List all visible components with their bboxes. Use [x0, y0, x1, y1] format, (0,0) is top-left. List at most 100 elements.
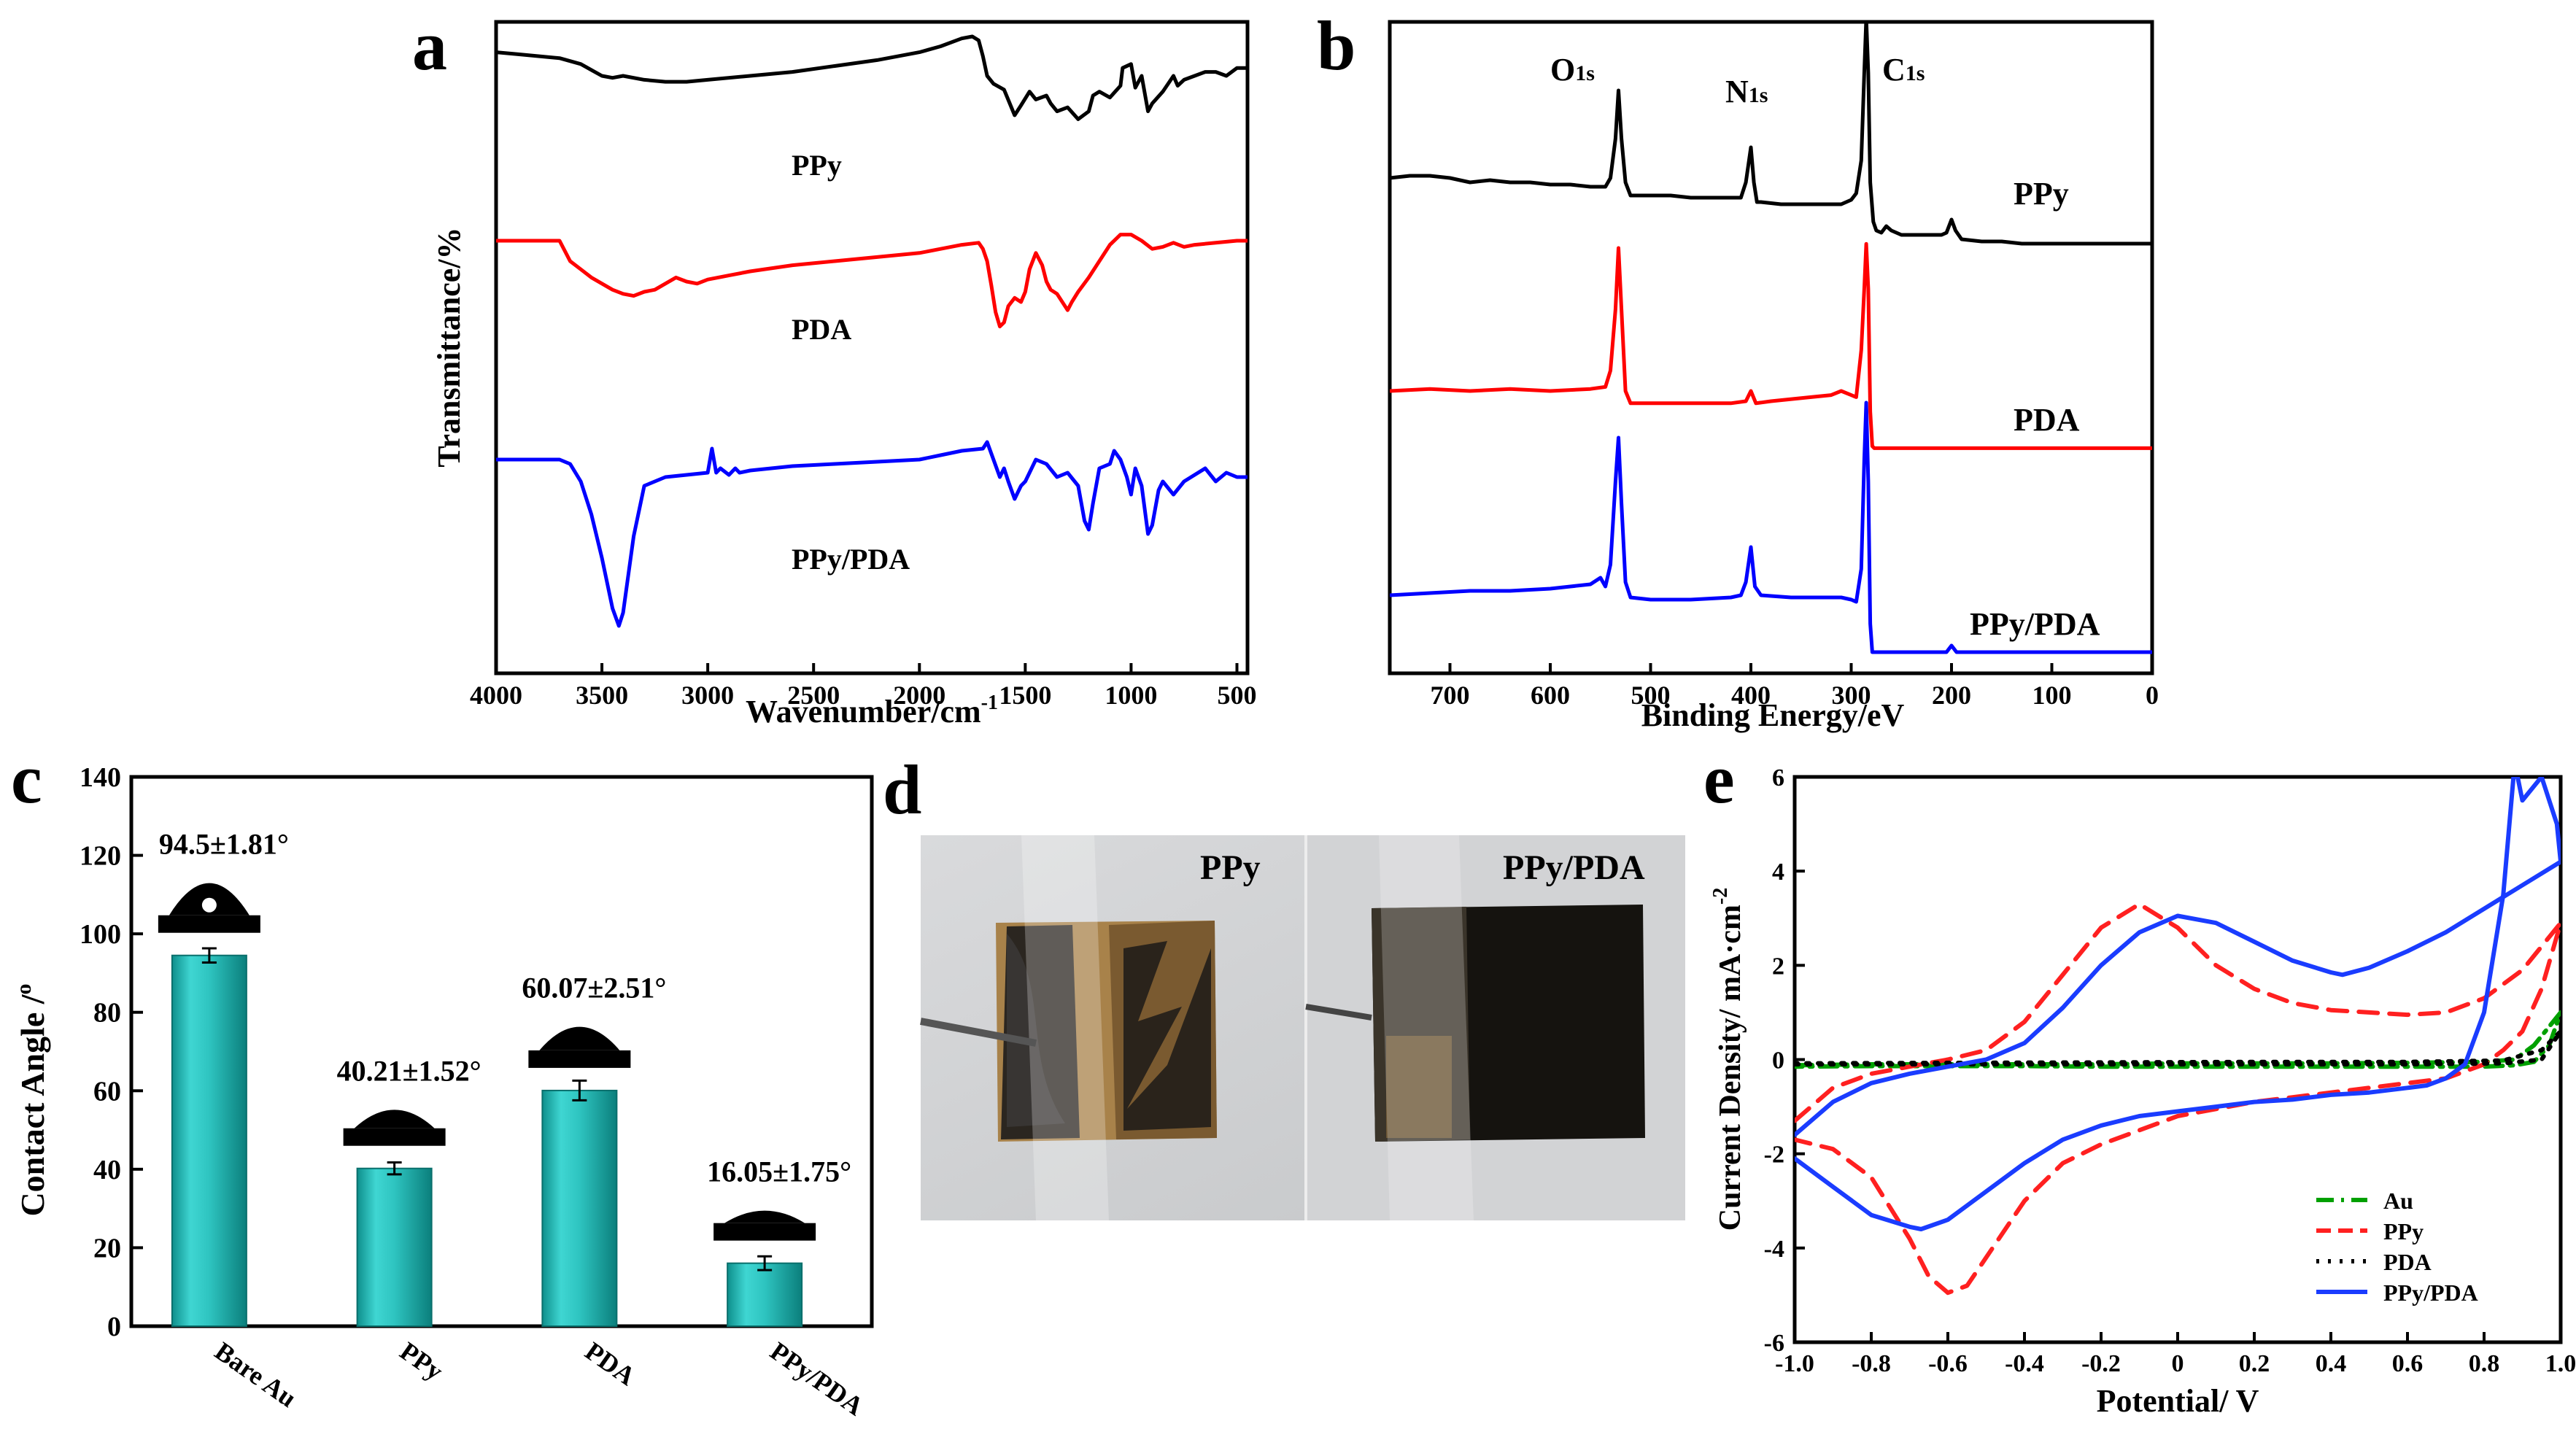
x-tick-label-2500: 2500	[787, 681, 840, 710]
peak-label-c1s: C1s	[1882, 52, 1925, 88]
series-label-ppy: PPy	[792, 149, 842, 182]
x-tick-label-3500: 3500	[576, 681, 628, 710]
x-tick-label--0.6: -0.6	[1928, 1350, 1968, 1377]
category-label-ppy: PPy	[395, 1336, 449, 1386]
legend-label-ppy: PPy	[2383, 1218, 2424, 1244]
droplet-highlight-bare-au	[201, 897, 217, 913]
droplet-substrate-ppy-pda	[713, 1223, 816, 1241]
bar-ppy-pda	[727, 1262, 803, 1328]
data-label-pda: 60.07±2.51°	[522, 972, 666, 1004]
x-tick-label--0.8: -0.8	[1852, 1350, 1891, 1377]
panel-e-legend: Au PPy PDA PPy/PDA	[2316, 1188, 2478, 1306]
panel-a: a 4000 3500 3000 2500 2000 1500 1000 500 PPy PD…	[412, 7, 1256, 729]
series-line-pda	[496, 233, 1248, 329]
panel-a-x-axis-title: Wavenumber/cm-1	[746, 692, 998, 729]
category-label-pda: PDA	[580, 1336, 641, 1391]
y-tick-label-2: 2	[1772, 953, 1784, 980]
peak-label-o1s: O1s	[1550, 52, 1595, 88]
x-tick-label-600: 600	[1531, 681, 1570, 710]
panel-e-y-axis-title-sup: -2	[1709, 888, 1732, 905]
series-line-ppy	[496, 34, 1248, 121]
peak-label-o1s-sub: 1s	[1575, 61, 1595, 85]
x-tick-label-500: 500	[1217, 681, 1256, 710]
peak-label-n1s: N1s	[1725, 74, 1768, 109]
x-tick-label--0.2: -0.2	[2081, 1350, 2121, 1377]
y-tick-label--2: -2	[1764, 1142, 1784, 1169]
series-line-ppy-pda	[496, 440, 1248, 628]
panel-d: d PPy PPy/PDA	[883, 751, 1685, 1220]
cv-line-au	[1795, 1010, 2561, 1069]
panel-c-frame	[129, 775, 874, 1328]
panel-e-frame	[1792, 775, 2563, 1344]
panel-e-letter: e	[1703, 740, 1735, 818]
panel-a-x-axis-title-sup: -1	[981, 692, 998, 714]
x-tick-label-0.6: 0.6	[2392, 1350, 2424, 1377]
photo-label-ppy: PPy	[1200, 848, 1261, 887]
panel-a-y-axis-title: Transmittance/%	[431, 227, 467, 467]
y-tick-label--6: -6	[1764, 1330, 1784, 1357]
x-tick-label--1.0: -1.0	[1775, 1350, 1814, 1377]
x-tick-label-700: 700	[1431, 681, 1470, 710]
legend-label-au: Au	[2383, 1188, 2413, 1214]
x-tick-label-3000: 3000	[681, 681, 734, 710]
panel-e-x-axis-title: Potential/ V	[2097, 1383, 2259, 1419]
y-tick-label-6: 6	[1772, 764, 1784, 791]
y-tick-label-0: 0	[107, 1312, 121, 1342]
y-tick-label-20: 20	[93, 1233, 121, 1263]
droplet-substrate-ppy	[343, 1128, 446, 1146]
series-line-ppy-pda-xps	[1390, 400, 2152, 654]
panel-b-frame	[1388, 20, 2154, 675]
legend-label-pda: PDA	[2383, 1249, 2432, 1275]
y-tick-label-80: 80	[93, 998, 121, 1029]
legend-label-ppy-pda: PPy/PDA	[2383, 1279, 2478, 1306]
x-tick-label-4000: 4000	[470, 681, 522, 710]
bar-bare-au	[171, 954, 247, 1327]
panel-c-y-axis-title: Contact Angle /o	[12, 983, 51, 1216]
panel-e-y-axis-title-main: Current Density/ mA·cm	[1714, 905, 1747, 1231]
series-line-ppy-xps	[1390, 22, 2152, 246]
x-tick-label-300: 300	[1832, 681, 1871, 710]
panel-a-frame	[494, 20, 1250, 675]
x-tick-label-1.0: 1.0	[2545, 1350, 2576, 1377]
peak-label-o1s-main: O	[1550, 52, 1575, 88]
x-tick-label-1500: 1500	[999, 681, 1051, 710]
y-tick-label-60: 60	[93, 1076, 121, 1107]
x-tick-label-1000: 1000	[1105, 681, 1157, 710]
bar-pda	[541, 1089, 618, 1327]
cv-line-pda	[1795, 1029, 2561, 1066]
data-label-ppy: 40.21±1.52°	[337, 1054, 481, 1087]
series-label-pda: PDA	[792, 313, 851, 346]
x-tick-label-100: 100	[2032, 681, 2072, 710]
x-tick-label-0.4: 0.4	[2316, 1350, 2347, 1377]
panel-b-x-axis-title: Binding Energy/eV	[1641, 697, 1905, 733]
bar-ppy	[356, 1167, 433, 1328]
panel-b-letter: b	[1317, 7, 1355, 85]
panel-c: c 0 20 40 60 80 100 120 140 Bare Au PPy PDA PPy/PD…	[11, 740, 874, 1421]
x-tick-label-0.8: 0.8	[2469, 1350, 2500, 1377]
data-label-ppy-pda: 16.05±1.75°	[707, 1155, 851, 1188]
droplet-ppy	[354, 1110, 435, 1128]
panel-c-letter: c	[11, 740, 42, 818]
series-label-ppy-b: PPy	[2014, 176, 2069, 212]
panel-c-droplets: 94.5±1.81° 40.21±1.52° 60.07±2.51° 16.05±1.…	[158, 828, 851, 1241]
peak-label-c1s-main: C	[1882, 52, 1906, 88]
panel-a-letter: a	[412, 7, 447, 85]
peak-label-c1s-sub: 1s	[1906, 61, 1925, 85]
panel-e-series	[1795, 777, 2561, 1296]
x-tick-label-400: 400	[1731, 681, 1771, 710]
y-tick-label-100: 100	[80, 919, 121, 950]
y-tick-label-120: 120	[80, 841, 121, 872]
x-tick-label-200: 200	[1932, 681, 1971, 710]
droplet-substrate-bare-au	[158, 915, 260, 933]
photo-label-ppy-pda: PPy/PDA	[1503, 848, 1645, 887]
series-label-ppy-pda: PPy/PDA	[792, 543, 910, 576]
y-tick-label-0: 0	[1772, 1048, 1784, 1075]
y-tick-label-40: 40	[93, 1155, 121, 1185]
panel-b-series	[1390, 22, 2152, 654]
x-tick-label-0.2: 0.2	[2239, 1350, 2270, 1377]
panel-a-series	[496, 34, 1248, 628]
category-label-ppy-pda: PPy/PDA	[765, 1336, 870, 1421]
panel-e-ticks: -1.0 -0.8 -0.6 -0.4 -0.2 0 0.2 0.4 0.6 0.8 1.0 -6 -4…	[1764, 764, 2576, 1377]
sample-photo	[920, 835, 1685, 1220]
